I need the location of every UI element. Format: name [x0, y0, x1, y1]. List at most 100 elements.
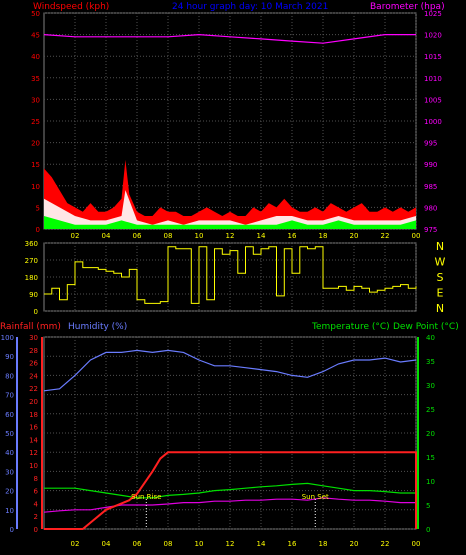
climate-panel-x-ticks: 02 04 06 08 10 12 14 16 18 20 22 00	[71, 540, 421, 548]
wind-x-tick-label: 18	[319, 232, 328, 240]
compass-label: E	[437, 287, 444, 300]
temperature-tick-label: 15	[426, 454, 435, 462]
climate-x-tick-label: 12	[226, 540, 235, 548]
wind-x-tick-label: 08	[164, 232, 173, 240]
windspeed-tick-label: 5	[36, 204, 40, 212]
windspeed-tick-label: 30	[31, 96, 40, 104]
sunset-label: Sun Set	[302, 493, 329, 501]
humidity-tick-label: 0	[10, 526, 14, 534]
sun-annotations: Sun Rise Sun Set	[131, 493, 329, 529]
climate-x-tick-label: 02	[71, 540, 80, 548]
rainfall-tick-label: 18	[29, 411, 38, 419]
windspeed-tick-label: 25	[31, 118, 40, 126]
climate-x-tick-label: 16	[288, 540, 297, 548]
windspeed-tick-label: 35	[31, 75, 40, 83]
rainfall-tick-label: 4	[34, 500, 39, 508]
chart-title: 24 hour graph day: 10 March 2021	[172, 2, 328, 12]
wind-x-tick-label: 12	[226, 232, 235, 240]
temperature-tick-label: 30	[426, 382, 435, 390]
rainfall-tick-label: 24	[29, 372, 38, 380]
climate-x-tick-label: 22	[381, 540, 390, 548]
wind-x-tick-label: 16	[288, 232, 297, 240]
compass-label: W	[435, 256, 446, 269]
barometer-tick-label: 1005	[424, 96, 442, 104]
temperature-tick-labels: 0 5 10 15 20 25 30 35 40	[426, 334, 435, 534]
humidity-axis-label: Humidity (%)	[68, 322, 127, 332]
windspeed-tick-label: 15	[31, 161, 40, 169]
barometer-line	[43, 33, 416, 44]
rainfall-tick-label: 16	[29, 424, 38, 432]
humidity-tick-label: 100	[1, 334, 14, 342]
rainfall-line	[44, 451, 417, 530]
rainfall-tick-label: 22	[29, 385, 38, 393]
wind-x-tick-label: 06	[133, 232, 142, 240]
humidity-tick-label: 50	[5, 430, 14, 438]
wind-x-tick-label: 14	[257, 232, 266, 240]
windspeed-tick-label: 40	[31, 53, 40, 61]
humidity-tick-label: 40	[5, 449, 14, 457]
direction-tick-labels: 0 90 180 270 360	[25, 240, 38, 316]
barometer-tick-labels: 975 980 985 990 995 1000 1005 1010 1015 1020 1025	[424, 10, 442, 234]
wind-panel-series	[43, 33, 416, 229]
humidity-tick-label: 80	[5, 372, 14, 380]
climate-x-tick-label: 10	[195, 540, 204, 548]
windspeed-tick-label: 0	[36, 226, 40, 234]
wind-x-tick-label: 00	[412, 232, 421, 240]
climate-panel-grid	[44, 336, 417, 530]
barometer-tick-label: 1010	[424, 75, 442, 83]
sunrise-label: Sun Rise	[131, 493, 161, 501]
rainfall-tick-label: 0	[34, 526, 38, 534]
rainfall-tick-label: 26	[29, 360, 38, 368]
climate-x-tick-label: 18	[319, 540, 328, 548]
climate-x-tick-label: 14	[257, 540, 266, 548]
rainfall-tick-label: 20	[29, 398, 38, 406]
rainfall-tick-label: 30	[29, 334, 38, 342]
barometer-tick-label: 985	[424, 183, 437, 191]
wind-x-tick-label: 02	[71, 232, 80, 240]
rainfall-tick-label: 8	[34, 475, 38, 483]
wind-x-tick-label: 04	[102, 232, 111, 240]
rainfall-tick-label: 12	[29, 449, 38, 457]
barometer-tick-label: 1000	[424, 118, 442, 126]
temperature-axis-label: Temperature (°C)	[311, 322, 390, 332]
rainfall-tick-label: 6	[34, 488, 39, 496]
climate-x-tick-label: 08	[164, 540, 173, 548]
temperature-tick-label: 10	[426, 478, 435, 486]
windspeed-tick-label: 45	[31, 32, 40, 40]
temperature-tick-label: 25	[426, 406, 435, 414]
barometer-tick-label: 995	[424, 140, 437, 148]
compass-label: N	[436, 240, 444, 253]
climate-panel-series	[43, 349, 417, 530]
average-wind-area	[44, 216, 416, 229]
direction-tick-label: 270	[25, 257, 38, 265]
direction-tick-label: 180	[25, 274, 38, 282]
climate-x-tick-label: 20	[350, 540, 359, 548]
windspeed-tick-label: 50	[31, 10, 40, 18]
barometer-tick-label: 1025	[424, 10, 442, 18]
humidity-tick-label: 10	[5, 507, 14, 515]
barometer-tick-label: 990	[424, 161, 437, 169]
wind-x-tick-label: 20	[350, 232, 359, 240]
temperature-tick-label: 5	[426, 502, 430, 510]
compass-label: N	[436, 302, 444, 315]
dewpoint-axis-label: Dew Point (°C)	[393, 322, 459, 332]
windspeed-area	[44, 159, 416, 229]
windspeed-axis-label: Windspeed (kph)	[33, 2, 109, 12]
climate-x-tick-label: 06	[133, 540, 142, 548]
wind-direction-line	[44, 246, 417, 304]
humidity-tick-label: 60	[5, 411, 14, 419]
direction-tick-label: 0	[34, 308, 38, 316]
barometer-tick-label: 1015	[424, 53, 442, 61]
humidity-tick-label: 30	[5, 468, 14, 476]
rainfall-tick-label: 28	[29, 347, 38, 355]
rainfall-axis-label: Rainfall (mm)	[0, 322, 61, 332]
barometer-tick-label: 1020	[424, 32, 442, 40]
direction-tick-label: 360	[25, 240, 38, 248]
humidity-line	[43, 349, 417, 392]
temperature-line	[44, 482, 416, 499]
temperature-tick-label: 40	[426, 334, 435, 342]
rainfall-tick-label: 14	[29, 436, 38, 444]
